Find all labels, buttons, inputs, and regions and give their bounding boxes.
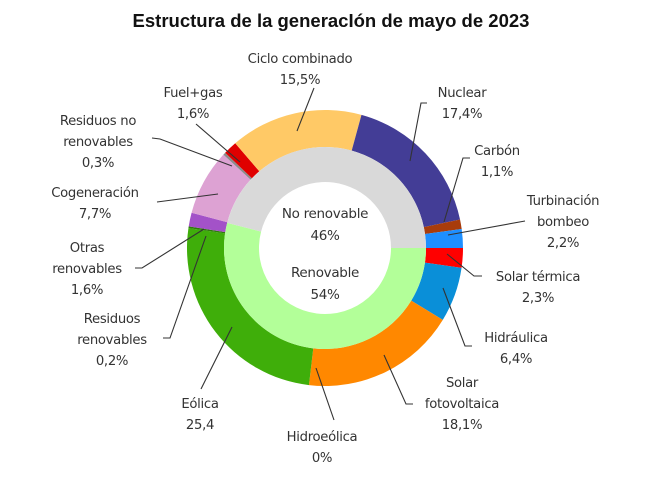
label-turbinacion-bombeo: bombeo	[537, 215, 589, 230]
label-nuclear: Nuclear	[438, 86, 488, 101]
leader-line-residuos-renovables	[163, 235, 207, 339]
inner-label-renovable: Renovable	[291, 265, 359, 281]
data-label-residuos-no-renovables: 0,3%	[82, 156, 114, 171]
data-label-turbinacion-bombeo: 2,2%	[547, 236, 579, 251]
label-cogeneracion: Cogeneración	[51, 185, 138, 201]
label-otras-renovables: Otras	[70, 241, 105, 256]
inner-value-renovable: 54%	[310, 287, 340, 303]
data-label-cogeneracion: 7,7%	[79, 207, 111, 222]
leader-line-fuel-gas	[195, 123, 241, 163]
label-residuos-renovables: Residuos	[84, 312, 141, 327]
inner-slice-no-renovable	[227, 146, 426, 248]
data-label-nuclear: 17,4%	[442, 107, 482, 122]
slice-solar-termica	[424, 248, 463, 268]
label-eolica: Eólica	[181, 396, 218, 412]
label-otras-renovables: renovables	[52, 262, 122, 277]
slice-residuos-renovables	[188, 226, 226, 234]
slice-nuclear	[351, 114, 461, 228]
inner-slice-renovable	[223, 222, 426, 349]
inner-value-no-renovable: 46%	[310, 228, 340, 244]
data-label-otras-renovables: 1,6%	[71, 283, 103, 298]
data-label-fuel-gas: 1,6%	[177, 107, 209, 122]
label-turbinacion-bombeo: Turbinación	[526, 193, 599, 209]
data-label-carbon: 1,1%	[481, 165, 513, 180]
data-label-eolica: 25,4	[186, 418, 214, 433]
label-residuos-no-renovables: Residuos no	[60, 114, 136, 129]
leader-line-ciclo-combinado	[296, 87, 315, 132]
slice-carbon	[423, 219, 462, 235]
slice-hidraulica	[411, 262, 462, 320]
label-carbon: Carbón	[474, 143, 520, 159]
leader-line-hidraulica	[442, 287, 472, 347]
label-solar-fotovoltaica: Solar	[446, 376, 479, 391]
leader-line-solar-fotovoltaica	[383, 354, 413, 405]
chart-title: Estructura de la generacIón de mayo de 2…	[133, 10, 530, 31]
leader-line-otras-renovables	[135, 228, 205, 269]
label-solar-termica: Solar térmica	[496, 269, 580, 285]
data-label-hidraulica: 6,4%	[500, 352, 532, 367]
label-fuel-gas: Fuel+gas	[164, 86, 223, 101]
data-label-hidroeolica: 0%	[312, 451, 332, 466]
label-ciclo-combinado: Ciclo combinado	[248, 52, 353, 67]
label-residuos-renovables: renovables	[77, 333, 147, 348]
slice-solar-fotovoltaica	[308, 300, 443, 387]
leader-line-hidroeolica	[315, 367, 335, 421]
slice-ciclo-combinado	[235, 110, 362, 172]
label-hidraulica: Hidráulica	[484, 330, 547, 346]
data-label-residuos-renovables: 0,2%	[96, 354, 128, 369]
leader-line-eolica	[200, 326, 233, 390]
data-label-ciclo-combinado: 15,5%	[280, 73, 320, 88]
slice-cogeneracion	[191, 154, 251, 223]
slice-labels: Solar térmica 2,3% Hidráulica 6,4% Solar foto…	[51, 52, 599, 466]
outer-ring	[186, 110, 463, 387]
leader-line-nuclear	[409, 102, 427, 162]
leader-line-solar-termica	[446, 253, 482, 277]
label-residuos-no-renovables: renovables	[63, 135, 133, 150]
data-label-solar-termica: 2,3%	[522, 291, 554, 306]
inner-ring-labels: No renovable 46% Renovable 54%	[282, 206, 369, 303]
leader-lines	[135, 87, 526, 421]
inner-ring	[223, 146, 426, 349]
inner-label-no-renovable: No renovable	[282, 206, 368, 222]
slice-residuos-no-renovables	[223, 152, 252, 180]
leader-line-residuos-no-renovables	[151, 137, 233, 167]
slice-fuel-gas	[225, 143, 260, 179]
label-solar-fotovoltaica: fotovoltaica	[425, 397, 499, 412]
slice-otras-renovables	[188, 212, 228, 233]
leader-line-cogeneracion	[156, 193, 219, 203]
leader-line-carbon	[443, 157, 470, 223]
data-label-solar-fotovoltaica: 18,1%	[442, 418, 482, 433]
label-hidroeolica: Hidroeólica	[287, 429, 358, 445]
leader-line-turbinacion-bombeo	[447, 220, 526, 236]
slice-eolica	[186, 228, 314, 386]
